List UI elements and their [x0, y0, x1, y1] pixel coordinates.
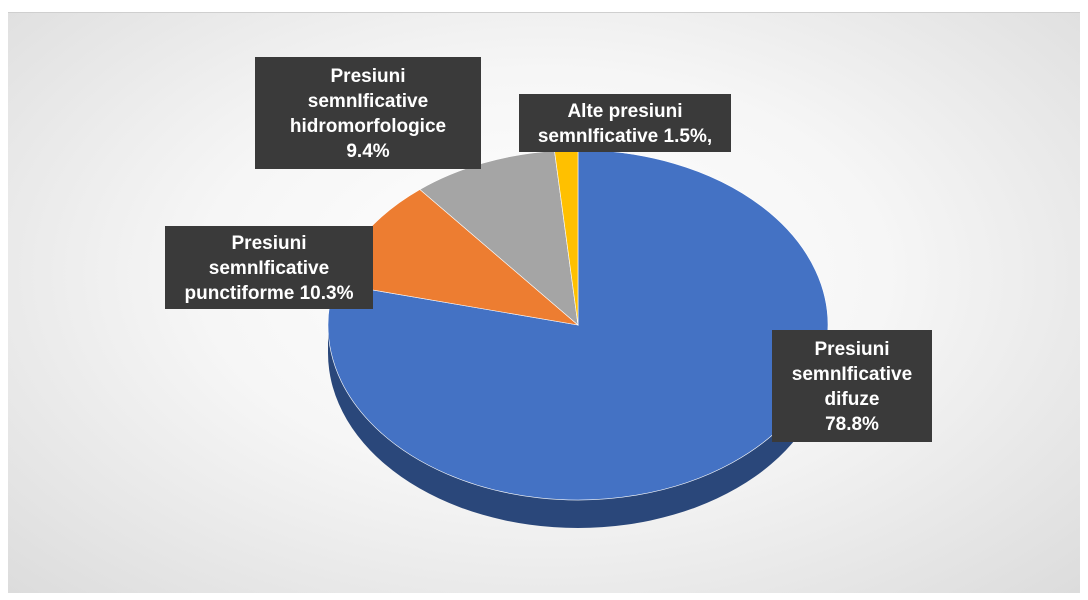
data-label-1: Presiuni semnIficative punctiforme 10.3%: [165, 226, 373, 309]
data-label-box-0: [772, 330, 932, 442]
data-label-text: 78.8%: [825, 414, 879, 435]
data-label-text: Presiuni: [331, 66, 406, 87]
data-label-text: Presiuni: [232, 233, 307, 254]
data-labels: PresiunisemnIficativedifuze78.8%Presiuni…: [165, 57, 932, 442]
data-label-text: Presiuni: [815, 339, 890, 360]
pie-top: [327, 149, 829, 501]
data-label-text: semnIficative 1.5%,: [538, 126, 712, 147]
pie-side-0: [328, 325, 828, 528]
data-label-text: difuze: [825, 389, 880, 410]
data-label-3: Alte presiuni semnIficative 1.5%,: [519, 94, 731, 152]
data-label-0: Presiuni semnIficative difuze 78.8%: [772, 330, 932, 442]
data-label-text: punctiforme 10.3%: [185, 283, 354, 304]
data-label-text: hidromorfologice: [290, 116, 446, 137]
data-label-box-3: [519, 94, 731, 152]
data-label-text: semnIficative: [792, 364, 912, 385]
data-label-box-2: [255, 57, 481, 169]
data-label-text: Alte presiuni: [567, 101, 682, 122]
data-label-box-1: [165, 226, 373, 309]
data-label-text: 9.4%: [346, 141, 389, 162]
data-label-2: Presiuni semnIficative hidromorfologice 9.4…: [255, 57, 481, 169]
data-label-text: semnIficative: [308, 91, 428, 112]
data-label-text: semnIficative: [209, 258, 329, 279]
